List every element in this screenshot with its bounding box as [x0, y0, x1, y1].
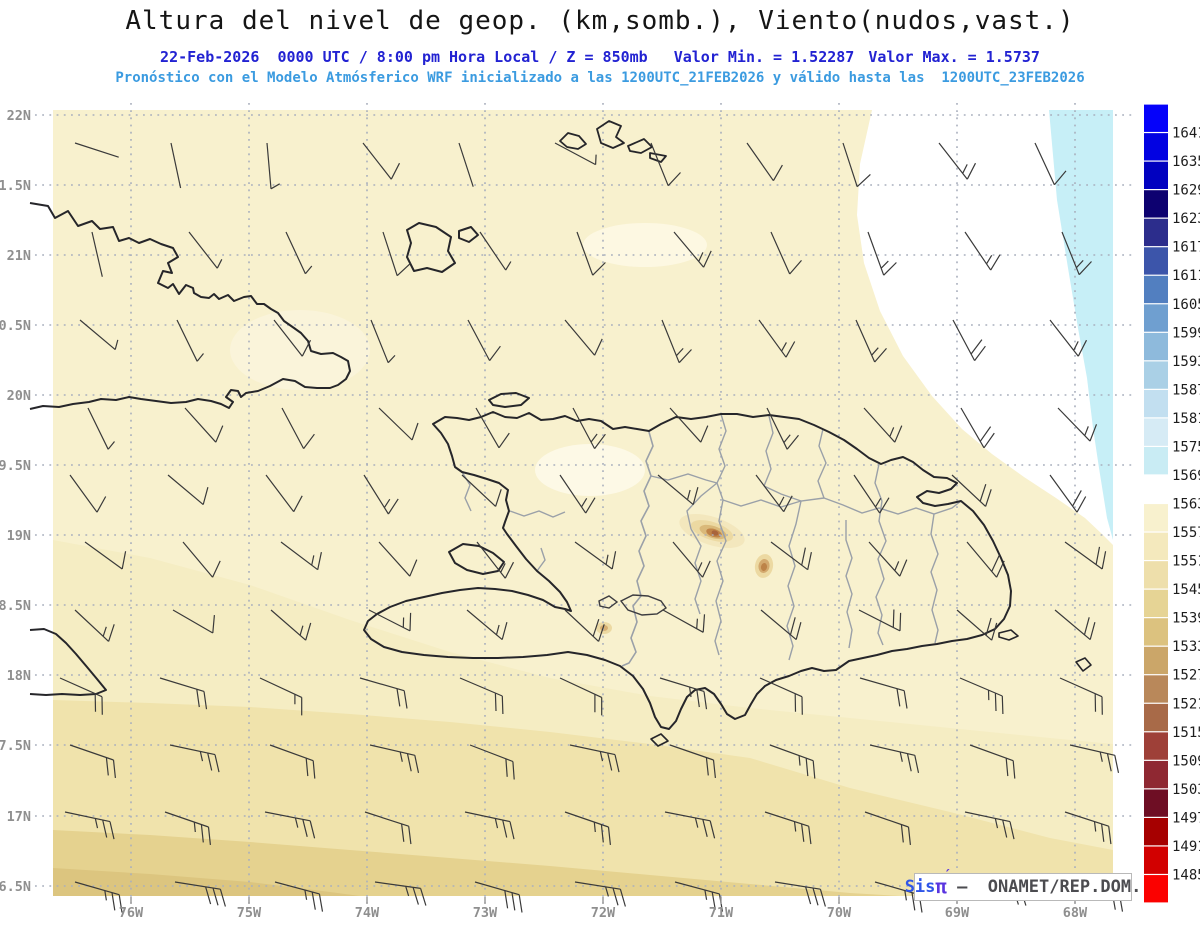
great-inagua-island	[406, 222, 456, 273]
gonave-island	[448, 543, 505, 575]
colorbar-tick-label: 1617	[1172, 240, 1200, 256]
subtitle-model-run: Pronóstico con el Modelo Atmósferico WRF…	[115, 70, 1085, 86]
lon-label: 71W	[709, 905, 734, 921]
colorbar-tick-label: 1563	[1172, 497, 1200, 513]
sispi-logo-text: Sis	[904, 877, 936, 897]
colorbar-tick-label: 1575	[1172, 439, 1200, 455]
lon-label: 69W	[945, 905, 970, 921]
sispi-onamet-badge: Sis π ´ – ONAMET/REP.DOM.	[905, 869, 1141, 901]
jamaica-coastline	[29, 628, 107, 696]
colorbar-tick-label: 1509	[1172, 753, 1200, 769]
hispaniola-coastline	[363, 411, 1012, 730]
colorbar-tick-label: 1503	[1172, 782, 1200, 798]
lat-label: 0.5N	[0, 318, 31, 334]
lat-label: 7.5N	[0, 738, 31, 754]
colorbar-tick-label: 1539	[1172, 611, 1200, 627]
colorbar-tick-label: 1569	[1172, 468, 1200, 484]
onamet-label: – ONAMET/REP.DOM.	[946, 877, 1142, 897]
cuba-coastline	[29, 202, 351, 410]
lat-label: 18N	[7, 668, 31, 684]
little-inagua-island	[458, 226, 479, 243]
colorbar-tick-label: 1557	[1172, 525, 1200, 541]
colorbar-tick-label: 1587	[1172, 382, 1200, 398]
colorbar-tick-label: 1605	[1172, 297, 1200, 313]
colorbar-tick-label: 1629	[1172, 183, 1200, 199]
colorbar-tick-label: 1527	[1172, 668, 1200, 684]
lat-label: 21N	[7, 248, 31, 264]
valid-datetime: 22-Feb-2026 0000 UTC / 8:00 pm Hora Loca…	[160, 48, 648, 66]
lat-label: 1.5N	[0, 178, 31, 194]
lat-label: 6.5N	[0, 879, 31, 895]
lon-label: 73W	[473, 905, 498, 921]
lon-label: 74W	[355, 905, 380, 921]
colorbar-tick-label: 1593	[1172, 354, 1200, 370]
wind-barbs	[59, 142, 1124, 913]
lon-label: 68W	[1063, 905, 1088, 921]
pi-symbol: π ´	[935, 869, 951, 898]
tortuga-island	[488, 392, 530, 408]
pi-accent: ´	[943, 869, 951, 884]
lon-label: 75W	[237, 905, 262, 921]
colorbar-tick-label: 1515	[1172, 725, 1200, 741]
lat-label: 22N	[7, 108, 31, 124]
subtitle-validtime: 22-Feb-2026 0000 UTC / 8:00 pm Hora Loca…	[0, 48, 1200, 66]
lat-label: 20N	[7, 388, 31, 404]
province-borders	[461, 413, 962, 667]
lat-label: 9.5N	[0, 458, 31, 474]
page-title: Altura del nivel de geop. (km,somb.), Vi…	[125, 6, 1075, 36]
lat-label: 17N	[7, 809, 31, 825]
value-min: Valor Min. = 1.52287	[673, 48, 855, 66]
geopotential-shading	[53, 110, 1113, 896]
colorbar-tick-label: 1545	[1172, 582, 1200, 598]
lon-label: 72W	[591, 905, 616, 921]
axis-labels: 22N 1.5N 21N 0.5N 20N 9.5N 19N 8.5N 18N 7.5N 17N 6.…	[0, 108, 1088, 921]
colorbar-tick-label: 1623	[1172, 211, 1200, 227]
lat-label: 19N	[7, 528, 31, 544]
lat-label: 8.5N	[0, 598, 31, 614]
colorbar-tick-label: 1635	[1172, 154, 1200, 170]
colorbar-tick-label: 1533	[1172, 639, 1200, 655]
lon-label: 76W	[119, 905, 144, 921]
lon-label: 70W	[827, 905, 852, 921]
value-max: Valor Max. = 1.5737	[868, 48, 1040, 66]
coastlines	[29, 120, 1092, 747]
colorbar-tick-label: 1485	[1172, 867, 1200, 883]
colorbar-tick-label: 1497	[1172, 810, 1200, 826]
colorbar-tick-label: 1599	[1172, 325, 1200, 341]
